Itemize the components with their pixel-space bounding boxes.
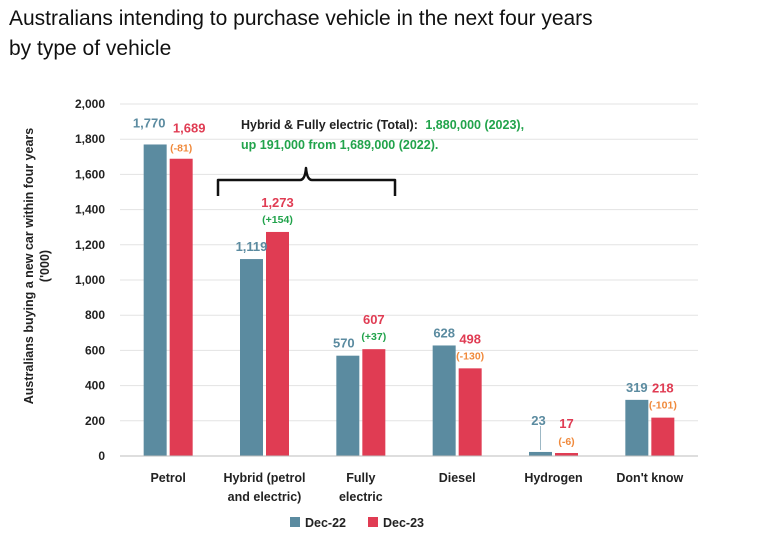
x-category-label: Hydrogen: [524, 471, 582, 485]
data-label: 1,770: [133, 115, 166, 130]
y-tick-label: 2,000: [75, 97, 105, 111]
data-label: 1,119: [236, 239, 268, 254]
bar-dec-22: [240, 259, 263, 456]
chart-title-line1: Australians intending to purchase vehicl…: [9, 7, 593, 30]
data-label: 23: [531, 413, 545, 428]
annotation: Hybrid & Fully electric (Total): 1,880,0…: [216, 118, 524, 196]
y-tick-label: 200: [85, 414, 105, 428]
y-tick-label: 600: [85, 343, 105, 357]
legend-swatch-dec23: [368, 517, 378, 527]
bar-dec-22: [529, 451, 552, 456]
x-category-label: and electric): [228, 490, 302, 504]
bar-dec-22: [336, 355, 360, 456]
y-tick-label: 1,400: [75, 203, 105, 217]
x-axis-categories: Petrol Hybrid (petrol and electric) Fully el…: [150, 471, 683, 504]
y-axis-label-line2: ('000): [38, 250, 52, 282]
bar-dec-23: [362, 349, 386, 456]
data-label: 1,273: [261, 195, 294, 210]
change-label: (-130): [456, 350, 484, 362]
change-label: (+37): [361, 331, 386, 343]
data-label: 628: [433, 325, 455, 340]
data-label: 17: [559, 416, 573, 431]
legend-label-dec22: Dec-22: [305, 516, 346, 530]
bar-dec-22: [625, 399, 649, 456]
data-label: 319: [626, 380, 648, 395]
legend-label-dec23: Dec-23: [383, 516, 424, 530]
chart-title-line2: by type of vehicle: [9, 37, 172, 60]
y-tick-label: 400: [85, 379, 105, 393]
legend: Dec-22 Dec-23: [290, 516, 424, 530]
y-tick-label: 0: [98, 449, 105, 463]
x-category-label: Petrol: [150, 471, 185, 485]
bars: [143, 144, 675, 457]
bar-dec-23: [651, 417, 675, 456]
x-category-label: electric: [339, 490, 383, 504]
y-tick-label: 1,800: [75, 132, 105, 146]
annotation-brace: [216, 166, 397, 196]
annotation-line2: up 191,000 from 1,689,000 (2022).: [241, 138, 438, 152]
annotation-label: Hybrid & Fully electric (Total):: [241, 118, 418, 132]
x-category-label: Hybrid (petrol: [224, 471, 306, 485]
y-tick-label: 1,200: [75, 238, 105, 252]
bar-dec-23: [169, 158, 193, 456]
y-tick-label: 1,000: [75, 273, 105, 287]
y-axis: 0 200 400 600 800 1,000 1,200 1,400 1,600 1,800 2,…: [75, 97, 698, 463]
data-label: 218: [652, 381, 674, 396]
change-label: (-6): [558, 436, 574, 448]
bar-dec-23: [555, 453, 578, 456]
x-category-label: Don't know: [616, 471, 683, 485]
data-labels: 1,770 1,689 (-81) 1,119 1,273 (+154) 570 607 (+3…: [133, 115, 677, 450]
bar-dec-23: [458, 368, 482, 456]
bar-dec-23: [266, 231, 289, 456]
change-label: (+154): [262, 214, 293, 226]
data-label: 607: [363, 312, 385, 327]
bar-dec-22: [143, 144, 167, 457]
data-label: 498: [459, 331, 481, 346]
x-category-label: Fully: [346, 471, 375, 485]
change-label: (-81): [170, 142, 192, 154]
annotation-line1: Hybrid & Fully electric (Total): 1,880,0…: [241, 118, 524, 132]
bar-dec-22: [432, 345, 456, 456]
change-label: (-101): [649, 400, 677, 412]
y-tick-label: 1,600: [75, 167, 105, 181]
annotation-total: 1,880,000 (2023),: [425, 118, 524, 132]
data-label: 1,689: [173, 120, 206, 135]
data-label: 570: [333, 336, 355, 351]
y-tick-label: 800: [85, 308, 105, 322]
x-category-label: Diesel: [439, 471, 476, 485]
y-axis-label-line1: Australians buying a new car within four…: [22, 128, 36, 405]
chart-title: Australians intending to purchase vehicl…: [9, 4, 749, 64]
legend-swatch-dec22: [290, 517, 300, 527]
gridlines: [120, 103, 698, 422]
